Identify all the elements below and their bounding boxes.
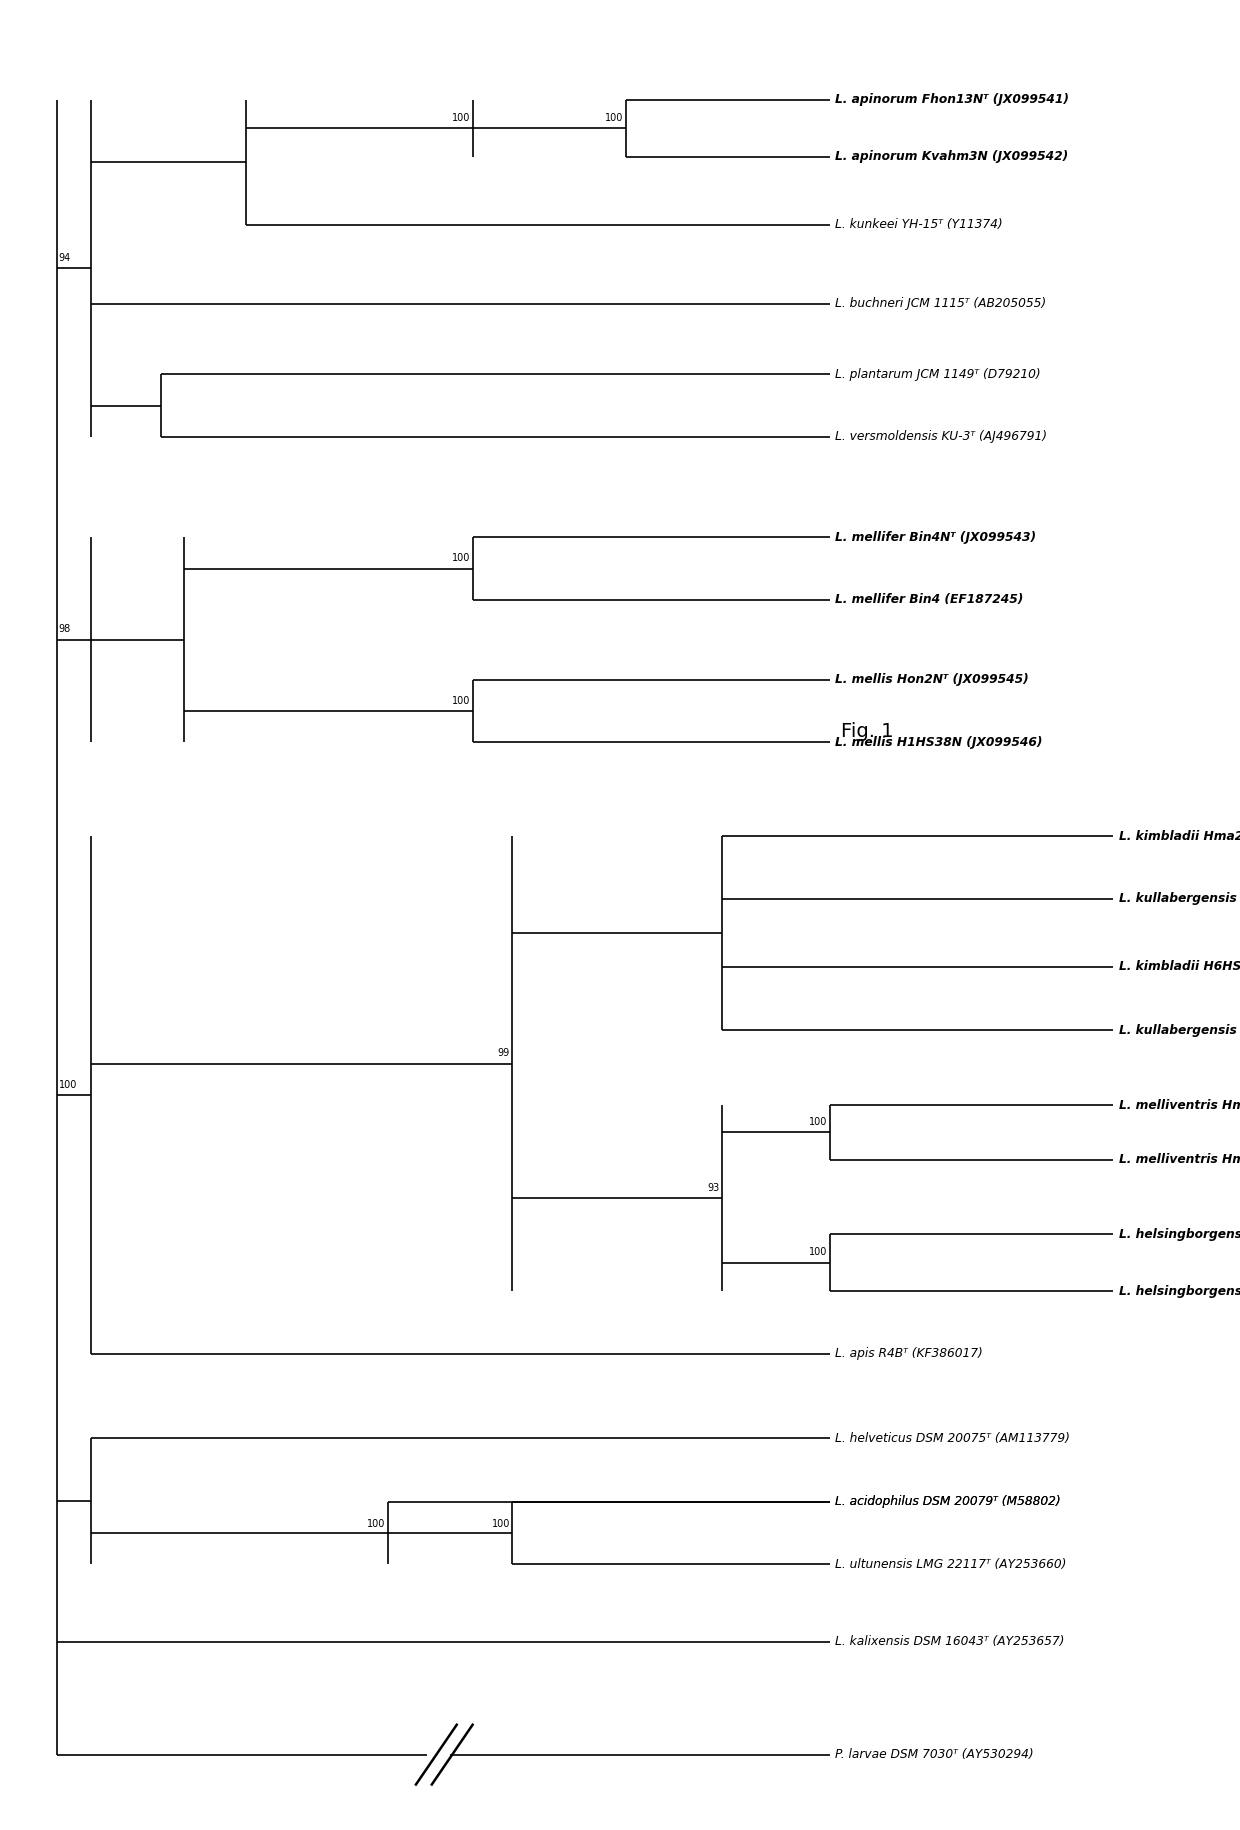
- Text: 94: 94: [58, 253, 71, 264]
- Text: L. kalixensis DSM 16043ᵀ (AY253657): L. kalixensis DSM 16043ᵀ (AY253657): [836, 1636, 1065, 1649]
- Text: L. kullabergensis H6HS21N (JX099547): L. kullabergensis H6HS21N (JX099547): [1118, 893, 1240, 906]
- Text: 98: 98: [58, 624, 71, 635]
- Text: L. apis R4Bᵀ (KF386017): L. apis R4Bᵀ (KF386017): [836, 1347, 983, 1360]
- Text: L. melliventris Hma8Nᵀ (JX099551): L. melliventris Hma8Nᵀ (JX099551): [1118, 1098, 1240, 1111]
- Text: L. kunkeei YH-15ᵀ (Y11374): L. kunkeei YH-15ᵀ (Y11374): [836, 218, 1003, 231]
- Text: 100: 100: [451, 695, 470, 706]
- Text: 100: 100: [367, 1519, 386, 1530]
- Text: 100: 100: [808, 1116, 827, 1127]
- Text: L. versmoldensis KU-3ᵀ (AJ496791): L. versmoldensis KU-3ᵀ (AJ496791): [836, 430, 1048, 443]
- Text: L. mellis H1HS38N (JX099546): L. mellis H1HS38N (JX099546): [836, 736, 1043, 748]
- Text: 100: 100: [451, 113, 470, 123]
- Text: 100: 100: [605, 113, 624, 123]
- Text: 99: 99: [497, 1049, 510, 1058]
- Text: L. kimbladii Hma2Nᵀ (JX099549): L. kimbladii Hma2Nᵀ (JX099549): [1118, 829, 1240, 842]
- Text: L. helveticus DSM 20075ᵀ (AM113779): L. helveticus DSM 20075ᵀ (AM113779): [836, 1431, 1070, 1444]
- Text: L. kullabergensis Biut2Nᵀ (JX099550): L. kullabergensis Biut2Nᵀ (JX099550): [1118, 1025, 1240, 1038]
- Text: Fig. 1: Fig. 1: [841, 723, 894, 741]
- Text: L. ultunensis LMG 22117ᵀ (AY253660): L. ultunensis LMG 22117ᵀ (AY253660): [836, 1557, 1066, 1570]
- Text: L. apinorum Kvahm3N (JX099542): L. apinorum Kvahm3N (JX099542): [836, 150, 1069, 163]
- Text: 100: 100: [491, 1519, 510, 1530]
- Text: L. melliventris Hma8 (EF187243): L. melliventris Hma8 (EF187243): [1118, 1153, 1240, 1166]
- Text: 93: 93: [708, 1182, 719, 1193]
- Text: L. apinorum Fhon13Nᵀ (JX099541): L. apinorum Fhon13Nᵀ (JX099541): [836, 93, 1069, 106]
- Text: L. helsingborgensis Bma5Nᵀ (JX099553): L. helsingborgensis Bma5Nᵀ (JX099553): [1118, 1228, 1240, 1241]
- Text: L. plantarum JCM 1149ᵀ (D79210): L. plantarum JCM 1149ᵀ (D79210): [836, 368, 1042, 381]
- Text: L. helsingborgensis H4bb18N (JX099554): L. helsingborgensis H4bb18N (JX099554): [1118, 1285, 1240, 1297]
- Text: 100: 100: [451, 553, 470, 564]
- Text: L. acidophilus DSM 20079ᵀ (M58802): L. acidophilus DSM 20079ᵀ (M58802): [836, 1495, 1061, 1508]
- Text: L. mellifer Bin4 (EF187245): L. mellifer Bin4 (EF187245): [836, 593, 1024, 606]
- Text: L. mellis Hon2Nᵀ (JX099545): L. mellis Hon2Nᵀ (JX099545): [836, 673, 1029, 686]
- Text: L. mellifer Bin4Nᵀ (JX099543): L. mellifer Bin4Nᵀ (JX099543): [836, 531, 1037, 544]
- Text: L. acidophilus DSM 20079ᵀ (M58802): L. acidophilus DSM 20079ᵀ (M58802): [836, 1495, 1061, 1508]
- Text: 100: 100: [58, 1080, 77, 1089]
- Text: 100: 100: [808, 1248, 827, 1257]
- Text: L. buchneri JCM 1115ᵀ (AB205055): L. buchneri JCM 1115ᵀ (AB205055): [836, 296, 1047, 309]
- Text: L. kimbladii H6HS28N (JX099548): L. kimbladii H6HS28N (JX099548): [1118, 961, 1240, 974]
- Text: P. larvae DSM 7030ᵀ (AY530294): P. larvae DSM 7030ᵀ (AY530294): [836, 1748, 1034, 1760]
